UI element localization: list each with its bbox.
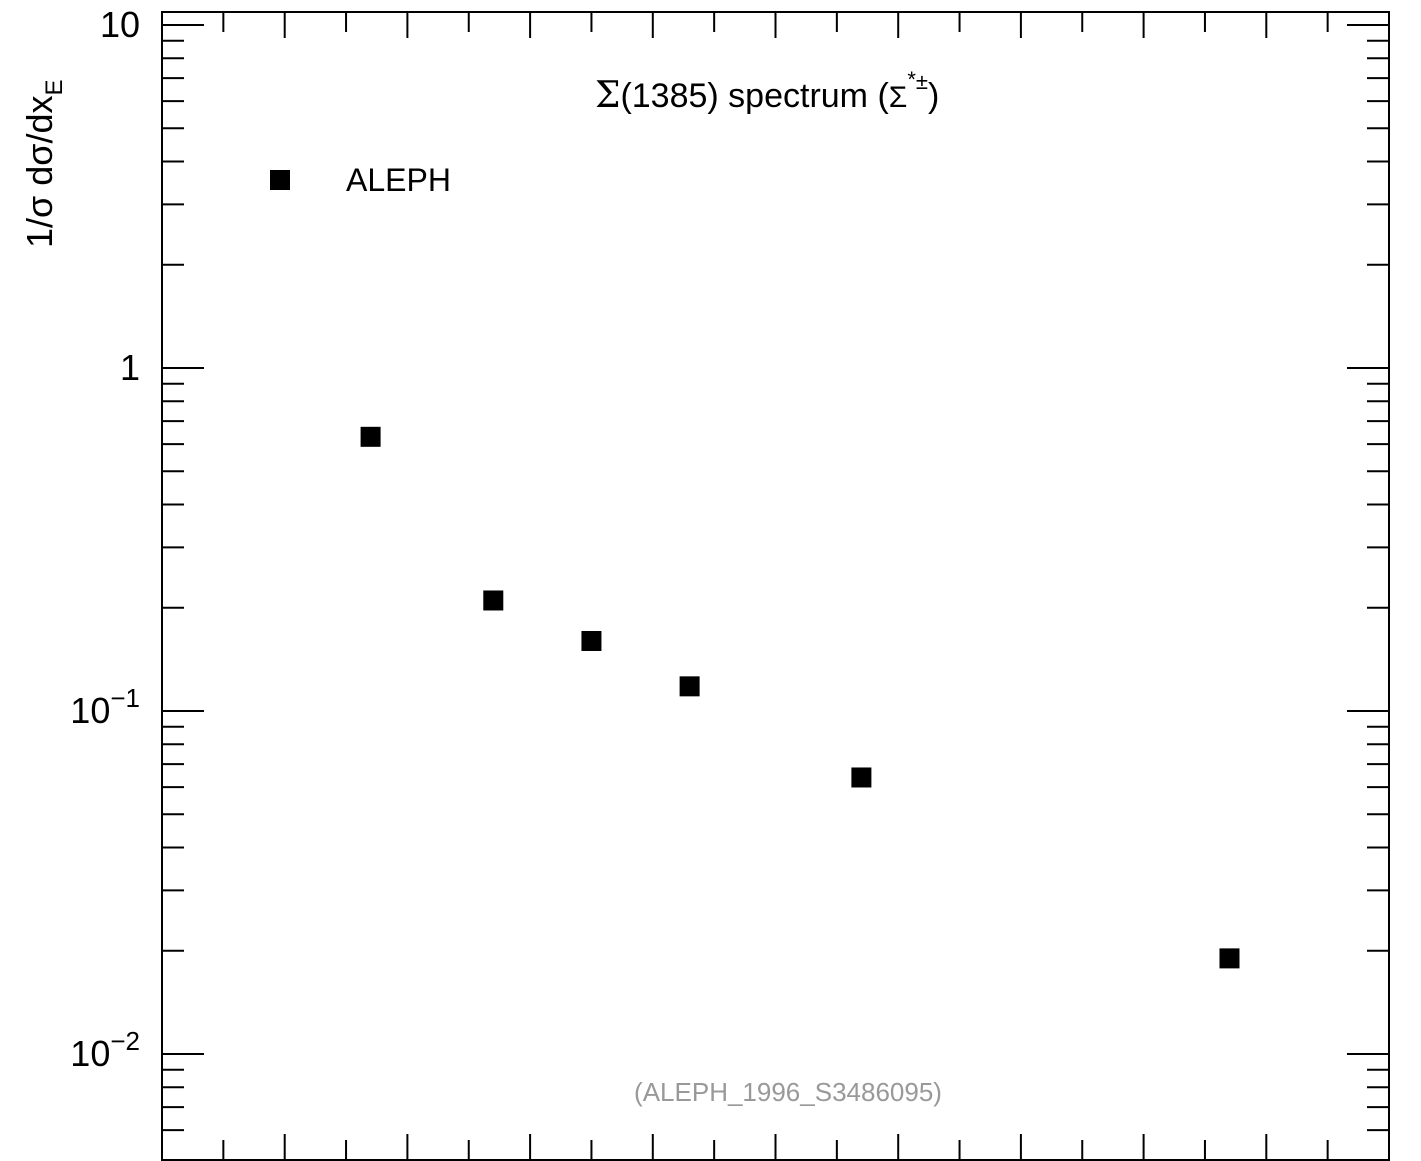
y-tick-label: 10−1 [70, 683, 140, 731]
watermark: (ALEPH_1996_S3486095) [634, 1077, 942, 1107]
y-axis-label-sub: E [41, 79, 68, 95]
data-point [360, 426, 381, 447]
plot-frame [161, 11, 1390, 1161]
data-points [360, 426, 1240, 969]
data-point [851, 767, 872, 788]
y-tick-label: 10−2 [70, 1026, 140, 1074]
minor-ticks [162, 12, 1389, 1160]
y-axis-label-main: 1/σ dσ/dx [19, 95, 60, 248]
y-tick-label-exponent: −2 [110, 1026, 140, 1056]
y-tick-label-exponent: −1 [110, 683, 140, 713]
title-particle-star: * [907, 67, 916, 92]
title-text: (1385) spectrum ( [620, 77, 889, 115]
y-tick-label: 10 [100, 4, 140, 45]
title-close: ) [928, 77, 939, 115]
title-particle-pm: ± [916, 69, 928, 94]
legend-marker [270, 170, 290, 190]
major-ticks [162, 24, 1389, 1055]
chart-title: Σ(1385) spectrum (Σ*±) [595, 67, 939, 116]
title-particle-base: Σ [889, 81, 908, 114]
data-point [679, 676, 700, 697]
y-axis-label: 1/σ dσ/dxE [19, 79, 68, 248]
data-point [483, 590, 504, 611]
y-tick-label-base: 10 [70, 1033, 110, 1074]
data-point [581, 630, 602, 651]
y-tick-label-base: 10 [70, 690, 110, 731]
y-tick-label: 1 [120, 347, 140, 388]
legend-label: ALEPH [346, 162, 451, 198]
title-sigma-symbol: Σ [595, 75, 620, 116]
data-point [1219, 948, 1240, 969]
